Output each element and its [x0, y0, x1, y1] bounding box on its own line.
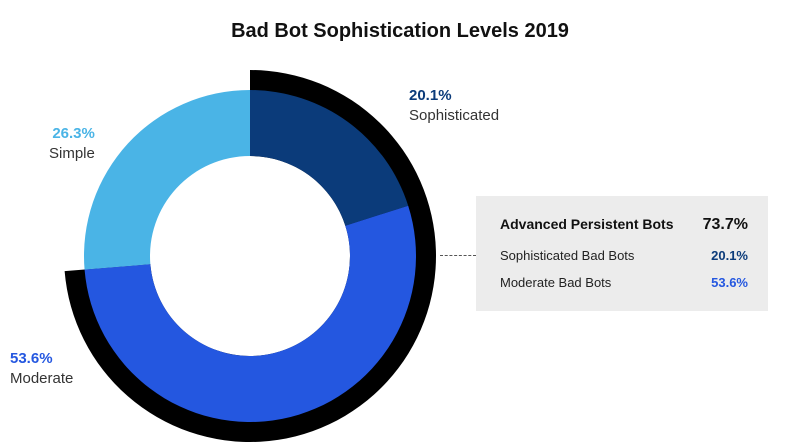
moderate-percent: 53.6% [10, 350, 53, 367]
sophisticated-percent: 20.1% [409, 87, 452, 104]
slice-moderate [84, 205, 416, 422]
apb-total-row: Advanced Persistent Bots 73.7% [500, 216, 748, 234]
slice-label-sophisticated: 20.1% Sophisticated [409, 86, 499, 126]
apb-total-value: 73.7% [702, 216, 748, 233]
advanced-persistent-bots-box: Advanced Persistent Bots 73.7% Sophistic… [476, 196, 768, 311]
moderate-name: Moderate [10, 370, 74, 387]
apb-row-value: 53.6% [711, 275, 748, 290]
sophisticated-name: Sophisticated [409, 107, 500, 124]
apb-row-sophisticated: Sophisticated Bad Bots 20.1% [500, 248, 748, 263]
simple-name: Simple [49, 145, 95, 162]
slice-label-simple: 26.3% Simple [49, 124, 95, 164]
slice-simple [84, 90, 250, 270]
apb-row-label: Moderate Bad Bots [500, 275, 612, 290]
chart-title: Bad Bot Sophistication Levels 2019 [231, 20, 569, 42]
apb-row-label: Sophisticated Bad Bots [500, 248, 635, 263]
apb-row-moderate: Moderate Bad Bots 53.6% [500, 275, 748, 290]
apb-title: Advanced Persistent Bots [500, 216, 674, 232]
callout-leader-line [440, 255, 476, 256]
apb-row-value: 20.1% [711, 248, 748, 263]
slice-label-moderate: 53.6% Moderate [10, 349, 73, 389]
simple-percent: 26.3% [52, 125, 95, 142]
slice-sophisticated [250, 90, 409, 226]
